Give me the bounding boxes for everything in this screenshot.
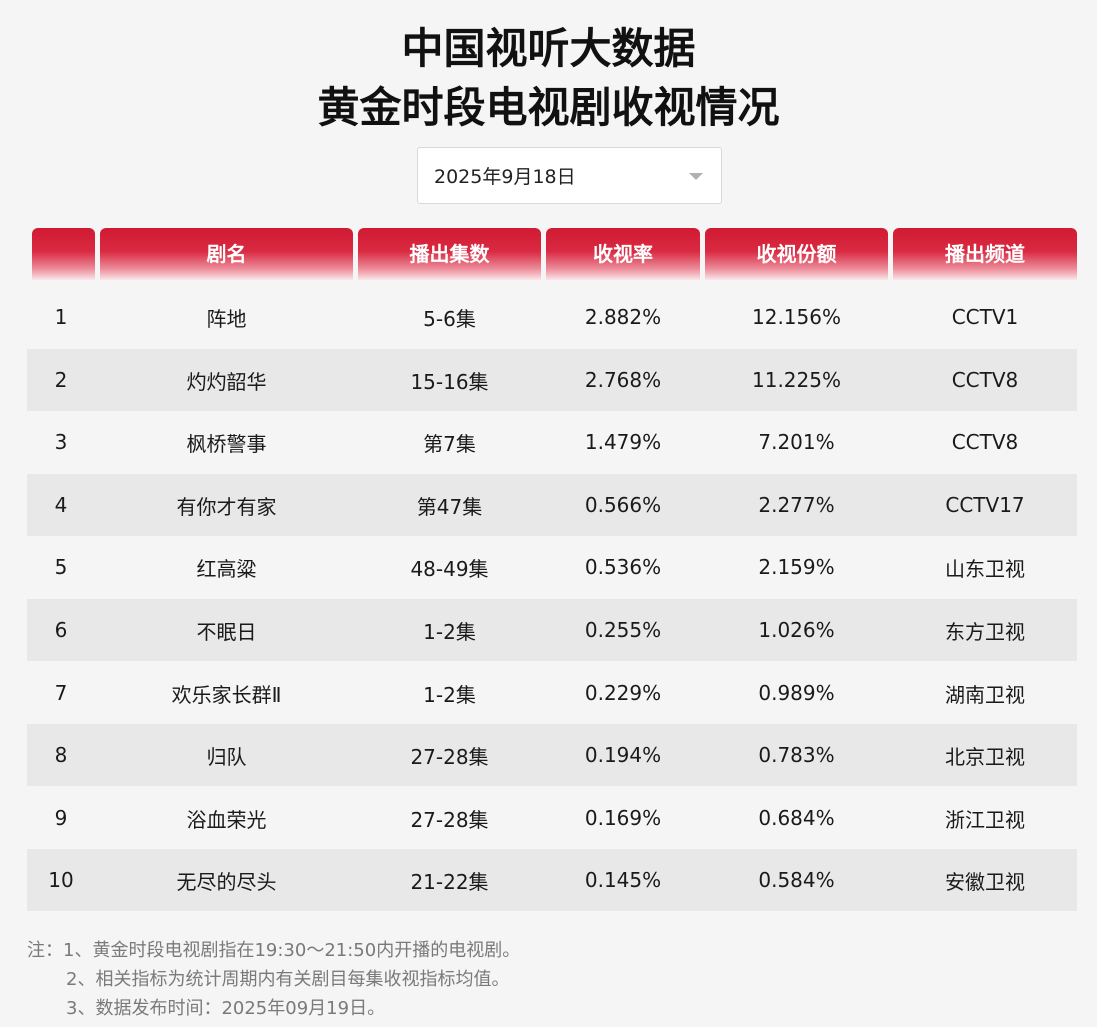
date-dropdown-value: 2025年9月18日: [434, 166, 576, 188]
cell-channel: 湖南卫视: [945, 682, 1025, 707]
page-subtitle: 黄金时段电视剧收视情况: [317, 83, 780, 132]
cell-episodes: 21-22集: [410, 869, 489, 894]
cell-title: 枫桥警事: [186, 431, 267, 456]
table-row: 1 阵地 5-6集 2.882% 12.156% CCTV1: [27, 286, 1077, 348]
cell-episodes: 第7集: [423, 431, 476, 456]
cell-channel: CCTV8: [951, 430, 1019, 454]
cell-channel: 安徽卫视: [945, 869, 1025, 894]
footnote-3: 3、数据发布时间：2025年09月19日。: [66, 998, 386, 1019]
table-row: 2 灼灼韶华 15-16集 2.768% 11.225% CCTV8: [27, 349, 1077, 411]
cell-channel: CCTV8: [951, 368, 1019, 392]
cell-episodes: 5-6集: [423, 306, 476, 331]
cell-rank: 6: [54, 618, 68, 642]
cell-share: 0.989%: [758, 681, 835, 705]
table-row: 4 有你才有家 第47集 0.566% 2.277% CCTV17: [27, 474, 1077, 536]
page-title: 中国视听大数据: [401, 24, 696, 73]
cell-share: 11.225%: [752, 368, 841, 392]
cell-episodes: 48-49集: [410, 556, 489, 581]
table-row: 8 归队 27-28集 0.194% 0.783% 北京卫视: [27, 724, 1077, 786]
cell-channel: 浙江卫视: [945, 807, 1025, 832]
cell-rank: 3: [54, 430, 68, 454]
cell-rating: 0.229%: [584, 681, 662, 705]
cell-rank: 8: [54, 743, 68, 767]
footnote-2: 2、相关指标为统计周期内有关剧目每集收视指标均值。: [66, 969, 510, 990]
column-header-channel[interactable]: 播出频道: [893, 228, 1077, 280]
cell-rating: 0.255%: [584, 618, 662, 642]
table-row: 9 浴血荣光 27-28集 0.169% 0.684% 浙江卫视: [27, 787, 1077, 849]
cell-episodes: 27-28集: [410, 807, 489, 832]
cell-title: 归队: [206, 744, 247, 769]
column-header-share[interactable]: 收视份额: [705, 228, 888, 280]
cell-share: 0.684%: [758, 806, 835, 830]
footnote-1: 注：1、黄金时段电视剧指在19:30～21:50内开播的电视剧。: [27, 940, 521, 961]
cell-episodes: 1-2集: [423, 682, 476, 707]
cell-share: 0.783%: [758, 743, 835, 767]
cell-share: 2.159%: [758, 555, 835, 579]
table-row: 3 枫桥警事 第7集 1.479% 7.201% CCTV8: [27, 411, 1077, 473]
table-row: 7 欢乐家长群Ⅱ 1-2集 0.229% 0.989% 湖南卫视: [27, 662, 1077, 724]
cell-share: 2.277%: [758, 493, 835, 517]
cell-title: 欢乐家长群Ⅱ: [171, 682, 282, 707]
cell-share: 1.026%: [758, 618, 835, 642]
cell-episodes: 27-28集: [410, 744, 489, 769]
cell-channel: 山东卫视: [945, 556, 1025, 581]
cell-rating: 0.566%: [584, 493, 662, 517]
cell-rank: 2: [54, 368, 68, 392]
cell-title: 灼灼韶华: [186, 369, 267, 394]
cell-title: 红高粱: [196, 556, 257, 581]
cell-rating: 2.768%: [584, 368, 662, 392]
cell-rating: 0.169%: [584, 806, 662, 830]
cell-channel: 北京卫视: [945, 744, 1025, 769]
cell-channel: CCTV1: [951, 305, 1019, 329]
cell-title: 阵地: [206, 306, 247, 331]
cell-title: 有你才有家: [176, 494, 277, 519]
column-header-episodes[interactable]: 播出集数: [358, 228, 541, 280]
cell-rank: 7: [54, 681, 68, 705]
cell-rating: 2.882%: [584, 305, 662, 329]
cell-rank: 9: [54, 806, 68, 830]
table-row: 10 无尽的尽头 21-22集 0.145% 0.584% 安徽卫视: [27, 849, 1077, 911]
cell-share: 0.584%: [758, 868, 835, 892]
cell-title: 不眠日: [196, 619, 257, 644]
footnotes: 注：1、黄金时段电视剧指在19:30～21:50内开播的电视剧。 2、相关指标为…: [27, 936, 520, 1023]
cell-rank: 4: [54, 493, 68, 517]
table-row: 5 红高粱 48-49集 0.536% 2.159% 山东卫视: [27, 536, 1077, 598]
cell-rating: 1.479%: [584, 430, 662, 454]
cell-title: 浴血荣光: [186, 807, 267, 832]
cell-rank: 10: [48, 868, 74, 892]
table-row: 6 不眠日 1-2集 0.255% 1.026% 东方卫视: [27, 599, 1077, 661]
cell-title: 无尽的尽头: [176, 869, 277, 894]
chevron-down-icon[interactable]: [689, 173, 703, 180]
cell-rating: 0.536%: [584, 555, 662, 579]
cell-channel: CCTV17: [945, 493, 1025, 517]
column-header-rating[interactable]: 收视率: [546, 228, 700, 280]
date-dropdown[interactable]: 2025年9月18日: [417, 147, 722, 204]
cell-episodes: 1-2集: [423, 619, 476, 644]
cell-rank: 5: [54, 555, 68, 579]
cell-rating: 0.194%: [584, 743, 662, 767]
column-header-rank[interactable]: [32, 228, 95, 280]
cell-episodes: 第47集: [416, 494, 483, 519]
table-header: 剧名 播出集数 收视率 收视份额 播出频道: [0, 228, 1097, 280]
cell-rating: 0.145%: [584, 868, 662, 892]
cell-channel: 东方卫视: [945, 619, 1025, 644]
cell-share: 12.156%: [752, 305, 841, 329]
cell-episodes: 15-16集: [410, 369, 489, 394]
column-header-title[interactable]: 剧名: [100, 228, 353, 280]
cell-rank: 1: [54, 305, 68, 329]
cell-share: 7.201%: [758, 430, 835, 454]
